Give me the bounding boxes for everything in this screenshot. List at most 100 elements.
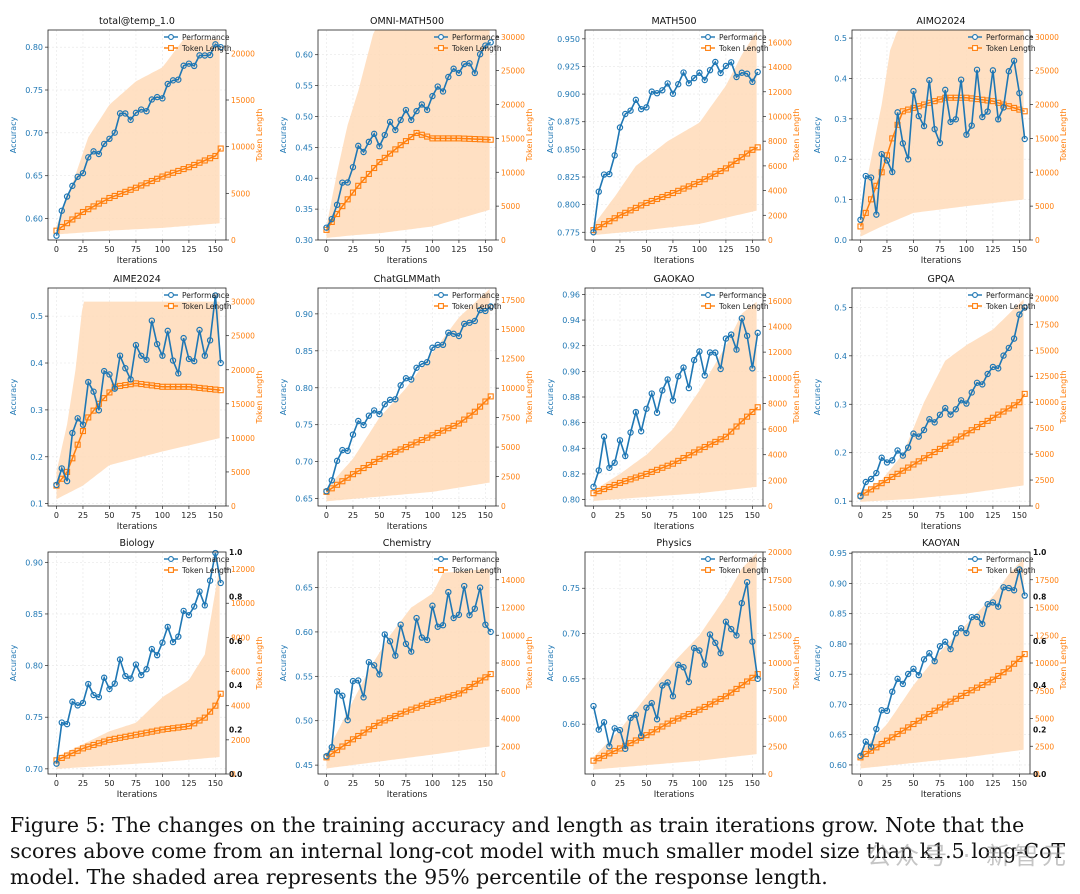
token-length-band (860, 299, 1024, 502)
legend-token-label: Token Length (451, 566, 502, 575)
performance-point (749, 638, 756, 645)
performance-point (74, 173, 81, 180)
y2-tick-label: 15000 (231, 96, 255, 105)
performance-point (936, 139, 944, 147)
performance-point (659, 387, 666, 394)
y-tick-label: 0.0 (834, 236, 847, 245)
token-length-point (339, 478, 346, 485)
legend-token-marker (438, 45, 444, 51)
performance-point (328, 215, 335, 223)
y2-tick-label: 5000 (1035, 202, 1054, 211)
performance-point (643, 405, 650, 412)
x-tick-label: 100 (425, 511, 440, 520)
legend-token-marker (705, 45, 711, 51)
token-length-point (931, 448, 938, 456)
x-tick-label: 150 (478, 779, 493, 788)
performance-point (397, 382, 404, 389)
x-axis-label: Iterations (654, 522, 695, 532)
y2-tick-label: 15000 (501, 134, 525, 143)
y-axis-label: Accuracy (546, 116, 555, 153)
token-length-point (79, 428, 87, 435)
performance-point (862, 478, 869, 486)
token-length-point (899, 727, 906, 734)
performance-point (413, 364, 420, 371)
x-tick-label: 75 (668, 245, 678, 254)
performance-point (696, 348, 703, 355)
performance-point (873, 725, 880, 733)
chart-title: AIMO2024 (916, 16, 965, 27)
token-length-point (212, 152, 219, 160)
y2-tick-label: 20000 (1035, 101, 1059, 110)
y-tick-label: 0.900 (557, 90, 580, 99)
token-length-point (371, 722, 378, 730)
performance-point (600, 719, 608, 726)
y-tick-label: 0.775 (557, 228, 580, 237)
legend-performance-label: Performance (452, 291, 500, 300)
performance-point (738, 599, 746, 607)
y2-tick-label: 30000 (1035, 33, 1059, 42)
performance-line (55, 295, 222, 486)
y-tick-label: 0.75 (562, 584, 580, 593)
token-length-point (989, 414, 996, 421)
performance-point (85, 378, 92, 386)
plot-frame (317, 287, 497, 507)
plot-frame (584, 29, 764, 241)
y-tick-label: 0.2 (834, 449, 847, 458)
token-length-point (984, 417, 991, 424)
performance-point (675, 373, 682, 380)
plot-frame (47, 551, 227, 775)
y3-tick-label: 0.2 (1033, 726, 1046, 735)
y2-tick-label: 7500 (501, 414, 520, 423)
performance-point (344, 447, 351, 455)
legend-performance-label: Performance (452, 33, 500, 42)
token-length-point (744, 150, 751, 157)
performance-point (1016, 311, 1023, 318)
performance-point (947, 118, 954, 126)
y-tick-label: 0.2 (834, 155, 847, 164)
token-length-point (1005, 405, 1012, 412)
legend: Performance Token Length (968, 555, 1036, 575)
legend-token-marker (168, 567, 174, 573)
performance-point (127, 376, 134, 383)
performance-point (132, 661, 140, 668)
y2-tick-label: 4000 (501, 715, 520, 724)
y-tick-label: 0.4 (834, 352, 847, 361)
y-tick-label: 0.70 (25, 765, 43, 774)
legend-token-marker (972, 303, 978, 309)
token-length-point (349, 471, 357, 478)
performance-point (111, 385, 118, 392)
performance-point (952, 629, 960, 637)
chart-gaokao: 0 25 50 75 100 125 150 Iterations 0.80 0.82 0.84 0.… (546, 274, 801, 532)
y3-tick-label: 0.4 (229, 681, 242, 690)
performance-point (434, 83, 441, 90)
performance-point (143, 108, 150, 115)
performance-point (487, 628, 494, 636)
performance-point (669, 397, 677, 404)
performance-point (995, 116, 1002, 123)
performance-point (116, 656, 124, 663)
token-length-point (471, 408, 478, 415)
performance-point (894, 675, 901, 683)
token-length-point (1016, 655, 1023, 662)
performance-point (132, 109, 140, 117)
token-length-point (883, 476, 891, 484)
performance-point (323, 224, 330, 231)
performance-point (712, 349, 719, 356)
performance-point (722, 335, 730, 342)
performance-point (344, 716, 351, 724)
performance-point (728, 625, 735, 633)
performance-point (355, 677, 362, 684)
performance-point (365, 658, 373, 666)
token-length-point (744, 678, 751, 685)
token-length-point (64, 220, 71, 227)
performance-point (904, 444, 912, 451)
performance-point (867, 743, 875, 750)
x-tick-label: 125 (718, 245, 733, 254)
x-axis-label: Iterations (921, 256, 962, 266)
performance-point (111, 680, 118, 687)
token-length-point (738, 682, 745, 689)
performance-point (926, 649, 933, 657)
y2-tick-label: 0 (768, 770, 773, 779)
performance-point (79, 421, 87, 428)
token-length-point (365, 170, 372, 178)
